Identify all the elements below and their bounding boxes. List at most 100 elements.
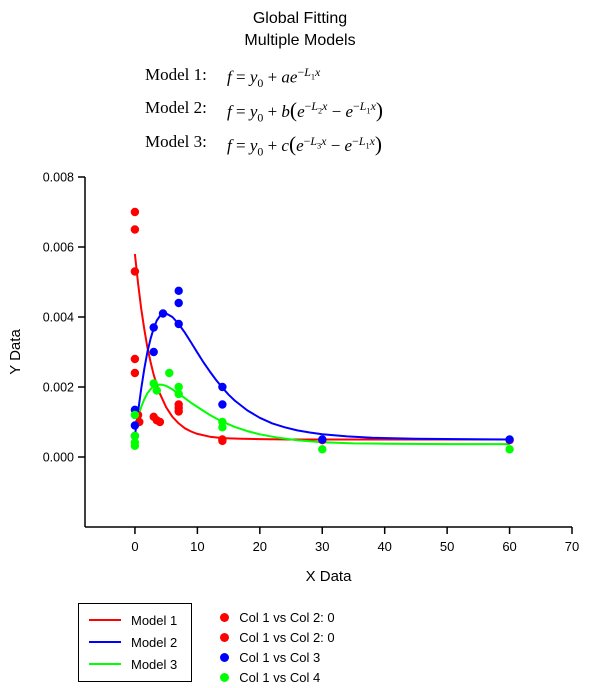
equation-token: ae bbox=[281, 67, 298, 87]
data-point-col-1-vs-col-3 bbox=[130, 420, 140, 430]
data-point-col-1-vs-col-3 bbox=[149, 347, 158, 356]
equation-token: 0 bbox=[257, 110, 264, 125]
equation-token: −L1x bbox=[352, 133, 375, 150]
equation-token: ( bbox=[289, 97, 298, 122]
data-point-col-1-vs-col-2-0 bbox=[174, 406, 183, 416]
equation-token: x bbox=[369, 133, 375, 148]
equation-token: + bbox=[263, 136, 282, 156]
equation-token: 1 bbox=[310, 72, 315, 82]
data-point-col-1-vs-col-2-0 bbox=[130, 354, 140, 363]
data-point-col-1-vs-col-4 bbox=[152, 385, 161, 395]
equation-token: − bbox=[353, 99, 360, 114]
legend-line-box: Model 1 Model 2 Model 3 bbox=[78, 602, 193, 682]
equation-token: 1 bbox=[365, 140, 370, 150]
equation-token: e bbox=[297, 101, 305, 121]
equation-token: x bbox=[321, 133, 327, 148]
x-tick-label: 0 bbox=[131, 539, 138, 554]
x-tick-label: 60 bbox=[502, 539, 516, 554]
equation-label: Model 2: bbox=[145, 97, 207, 117]
data-point-col-1-vs-col-3 bbox=[218, 399, 227, 409]
data-point-col-1-vs-col-4 bbox=[165, 368, 174, 377]
equation-token: f bbox=[227, 136, 232, 156]
data-point-col-1-vs-col-2-0 bbox=[155, 417, 165, 426]
equation-token: − bbox=[352, 133, 359, 148]
equation-token: ) bbox=[375, 97, 383, 122]
equation-token: ( bbox=[288, 132, 297, 157]
equation-token: − bbox=[304, 99, 312, 114]
equation-token: y bbox=[249, 136, 258, 156]
y-axis-title: Y Data bbox=[7, 328, 24, 374]
equation-token: x bbox=[314, 64, 321, 79]
legend-line-item: Model 1 bbox=[89, 612, 177, 629]
y-tick-label: 0.000 bbox=[43, 450, 74, 464]
equation-label: Model 3: bbox=[145, 132, 207, 152]
equation-row-model-1: Model 1: f = y0 + ae−L1x bbox=[0, 65, 600, 91]
y-tick-label: 0.004 bbox=[43, 310, 74, 324]
equation-token: b bbox=[281, 101, 290, 121]
data-point-col-1-vs-col-2-0 bbox=[130, 224, 140, 234]
x-axis-title: X Data bbox=[306, 568, 353, 585]
chart-title-line1: Global Fitting bbox=[252, 10, 348, 27]
equation-token: f bbox=[227, 101, 232, 121]
equation-token: + bbox=[263, 101, 282, 121]
equation-token: f bbox=[227, 67, 232, 87]
equation-token: − bbox=[297, 64, 305, 79]
legend-dot-column: Col 1 vs Col 2: 0 Col 1 vs Col 2: 0 Col 1 … bbox=[220, 603, 335, 686]
data-point-col-1-vs-col-4 bbox=[318, 444, 327, 454]
equation-token: −L1x bbox=[297, 64, 321, 82]
equation-row-model-2: Model 2: f = y0 + b(e−L2x − e−L1x) bbox=[0, 98, 600, 125]
curve-model-1 bbox=[133, 253, 510, 441]
data-point-col-1-vs-col-3 bbox=[149, 322, 158, 332]
data-point-col-1-vs-col-4 bbox=[149, 378, 158, 388]
data-point-col-1-vs-col-3 bbox=[174, 298, 183, 307]
data-point-col-1-vs-col-3 bbox=[218, 382, 227, 391]
data-point-col-1-vs-col-4 bbox=[174, 382, 183, 391]
equation-token: 3 bbox=[317, 140, 322, 150]
equation-token: ) bbox=[374, 132, 383, 157]
equation-token: −L3x bbox=[304, 133, 327, 150]
data-point-col-1-vs-col-4 bbox=[174, 389, 183, 398]
curve-model-3 bbox=[133, 383, 510, 445]
legend-dot-label: Col 1 vs Col 3 bbox=[239, 649, 321, 665]
legend-dot-item: Col 1 vs Col 4 bbox=[220, 669, 334, 686]
legend-line-item: Model 3 bbox=[89, 656, 177, 673]
legend-dot-swatch bbox=[220, 632, 230, 642]
equation-formula: f = y0 + c(e−L3x − e−L1x) bbox=[227, 132, 455, 159]
legend-dot-swatch bbox=[220, 672, 230, 682]
curve-model-2 bbox=[133, 312, 510, 441]
equation-token: − bbox=[326, 136, 345, 156]
equation-token: L bbox=[359, 99, 367, 114]
equation-token: x bbox=[322, 99, 328, 114]
legend-dot-item: Col 1 vs Col 3 bbox=[220, 649, 334, 666]
y-tick-label: 0.008 bbox=[43, 170, 74, 184]
y-tick-label: 0.006 bbox=[43, 240, 74, 254]
equation-token: x bbox=[370, 99, 376, 114]
x-tick-label: 20 bbox=[253, 539, 267, 554]
chart-title: Global Fitting Multiple Models bbox=[0, 0, 600, 53]
equation-formula: f = y0 + ae−L1x bbox=[227, 65, 455, 91]
model-equations: Model 1: f = y0 + ae−L1x Model 2: f = y0 + … bbox=[0, 65, 600, 160]
equation-token: e bbox=[344, 136, 353, 156]
equation-token: + bbox=[263, 67, 282, 87]
equation-token: 0 bbox=[257, 144, 264, 159]
data-point-col-1-vs-col-4 bbox=[130, 431, 140, 440]
data-point-col-1-vs-col-4 bbox=[218, 422, 227, 432]
y-tick-label: 0.002 bbox=[43, 380, 74, 394]
equation-token: 2 bbox=[317, 106, 323, 116]
equation-token: = bbox=[231, 136, 250, 156]
equation-token: y bbox=[249, 67, 258, 87]
legend-line-swatch bbox=[89, 641, 121, 644]
data-point-col-1-vs-col-2-0 bbox=[130, 266, 140, 276]
equation-token: e bbox=[345, 101, 354, 121]
equation-token: L bbox=[358, 133, 366, 148]
equation-token: = bbox=[231, 101, 250, 121]
chart-title-line2: Multiple Models bbox=[244, 32, 356, 50]
legend-dot-label: Col 1 vs Col 2: 0 bbox=[239, 629, 335, 645]
x-tick-label: 50 bbox=[440, 539, 454, 554]
equation-token: L bbox=[310, 133, 317, 148]
equation-label: Model 1: bbox=[145, 64, 207, 84]
legend-line-swatch bbox=[89, 619, 121, 622]
data-point-col-1-vs-col-4 bbox=[130, 410, 140, 419]
data-point-col-1-vs-col-2-0 bbox=[130, 368, 140, 377]
